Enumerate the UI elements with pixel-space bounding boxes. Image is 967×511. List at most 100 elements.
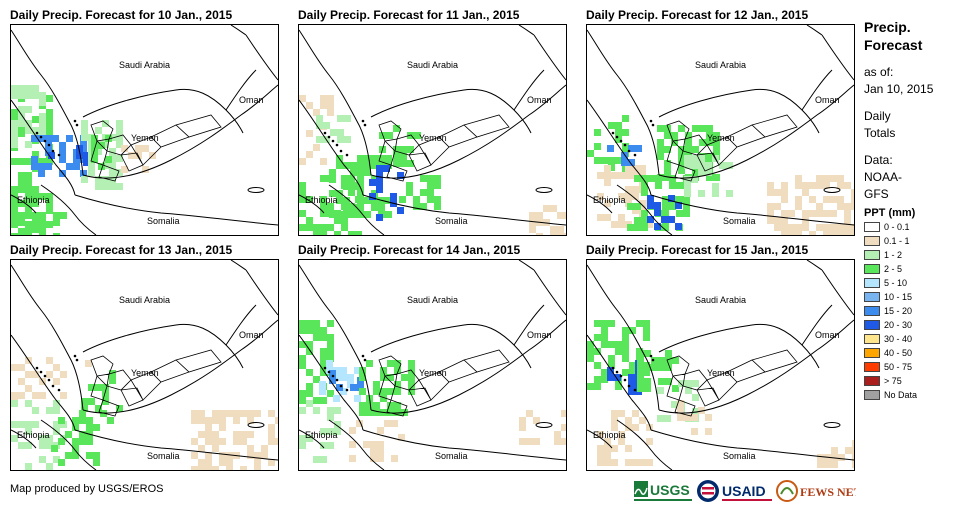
boundary-line — [658, 319, 854, 414]
precip-cell — [767, 210, 774, 217]
precip-cell — [543, 205, 550, 212]
island-mark — [361, 354, 365, 358]
precip-cell — [837, 231, 844, 235]
precip-cell — [46, 407, 53, 414]
precip-cell — [53, 212, 60, 219]
precip-cell — [366, 360, 373, 367]
precip-cell — [809, 182, 816, 189]
precip-cell — [25, 92, 32, 99]
precip-cell — [691, 414, 698, 421]
precip-cell — [226, 459, 233, 466]
precip-cell — [377, 441, 384, 448]
precip-cell — [354, 367, 361, 374]
legend-swatch — [864, 305, 880, 316]
precip-cell — [226, 452, 233, 459]
precip-cell — [369, 179, 376, 186]
precip-cell — [11, 141, 18, 148]
precip-cell — [618, 193, 625, 200]
precip-cell — [340, 374, 347, 381]
legend-item: 30 - 40 — [864, 332, 964, 345]
precip-cell — [329, 211, 336, 218]
precip-cell — [18, 186, 25, 193]
precip-cell — [356, 420, 363, 427]
precip-cell — [684, 183, 691, 190]
precip-cell — [637, 371, 644, 378]
precip-cell — [254, 452, 261, 459]
precip-cell — [25, 385, 32, 392]
precip-cell — [647, 216, 654, 223]
boundary-line — [650, 429, 854, 461]
precip-cell — [377, 448, 384, 455]
precip-cell — [664, 160, 671, 167]
label-saudi-arabia: Saudi Arabia — [119, 60, 171, 70]
precip-cell — [327, 334, 334, 341]
precip-cell — [651, 364, 658, 371]
precip-cell — [726, 190, 733, 197]
precip-cell — [622, 348, 629, 355]
precip-cell — [48, 152, 55, 159]
precip-cells — [11, 357, 278, 470]
precip-cell — [376, 165, 383, 172]
precip-cell — [646, 438, 653, 445]
label-somalia: Somalia — [147, 216, 180, 226]
precip-cell — [554, 431, 561, 438]
precip-cell — [18, 219, 25, 226]
precip-cell — [831, 447, 838, 454]
precip-cell — [18, 120, 25, 127]
precip-cell — [81, 398, 88, 405]
precip-cell — [830, 231, 837, 235]
precip-cell — [434, 182, 441, 189]
precip-cell — [327, 414, 334, 421]
precip-cell — [313, 334, 320, 341]
legend-asof-date: Jan 10, 2015 — [864, 82, 934, 96]
precip-cell — [712, 190, 719, 197]
map-credit: Map produced by USGS/EROS — [10, 483, 164, 495]
precip-cell — [380, 388, 387, 395]
boundary-line — [806, 25, 823, 36]
precip-cell — [597, 431, 604, 438]
precip-cell — [698, 169, 705, 176]
panel-title: Daily Precip. Forecast for 11 Jan., 2015 — [298, 8, 520, 22]
precip-cell — [683, 210, 690, 217]
precip-cell — [329, 176, 336, 183]
precip-cell — [698, 190, 705, 197]
island-mark — [651, 123, 655, 127]
precip-cell — [306, 341, 313, 348]
boundary-line — [533, 34, 566, 81]
precip-cell — [394, 367, 401, 374]
precip-cell — [394, 402, 401, 409]
legend-item: 2 - 5 — [864, 262, 964, 275]
precip-cell — [622, 355, 629, 362]
precip-cell — [198, 417, 205, 424]
precip-cell — [664, 146, 671, 153]
precip-cell — [359, 402, 366, 409]
precip-cell — [333, 374, 340, 381]
island-mark — [649, 354, 653, 358]
precip-cell — [643, 334, 650, 341]
precip-cell — [706, 132, 713, 139]
label-ethiopia: Ethiopia — [593, 195, 626, 205]
precip-cell — [60, 212, 67, 219]
precip-cell — [102, 162, 109, 169]
precip-cell — [357, 162, 364, 169]
precip-cell — [39, 113, 46, 120]
island-mark — [363, 123, 367, 127]
precip-cell — [366, 409, 373, 416]
precip-cell — [247, 445, 254, 452]
precip-cell — [608, 157, 615, 164]
precip-cell — [692, 146, 699, 153]
precip-cell — [400, 146, 407, 153]
precip-cell — [767, 203, 774, 210]
precip-cell — [706, 174, 713, 181]
boundary-line — [299, 334, 364, 431]
precip-cell — [306, 390, 313, 397]
usgs-logo: USGS — [634, 481, 692, 501]
precip-cell — [698, 407, 705, 414]
precip-cell — [683, 203, 690, 210]
precip-cell — [844, 203, 851, 210]
precip-cell — [637, 357, 644, 364]
precip-cell — [597, 172, 604, 179]
precip-cell — [706, 153, 713, 160]
legend-item-label: 2 - 5 — [884, 263, 903, 274]
precip-cell — [247, 417, 254, 424]
